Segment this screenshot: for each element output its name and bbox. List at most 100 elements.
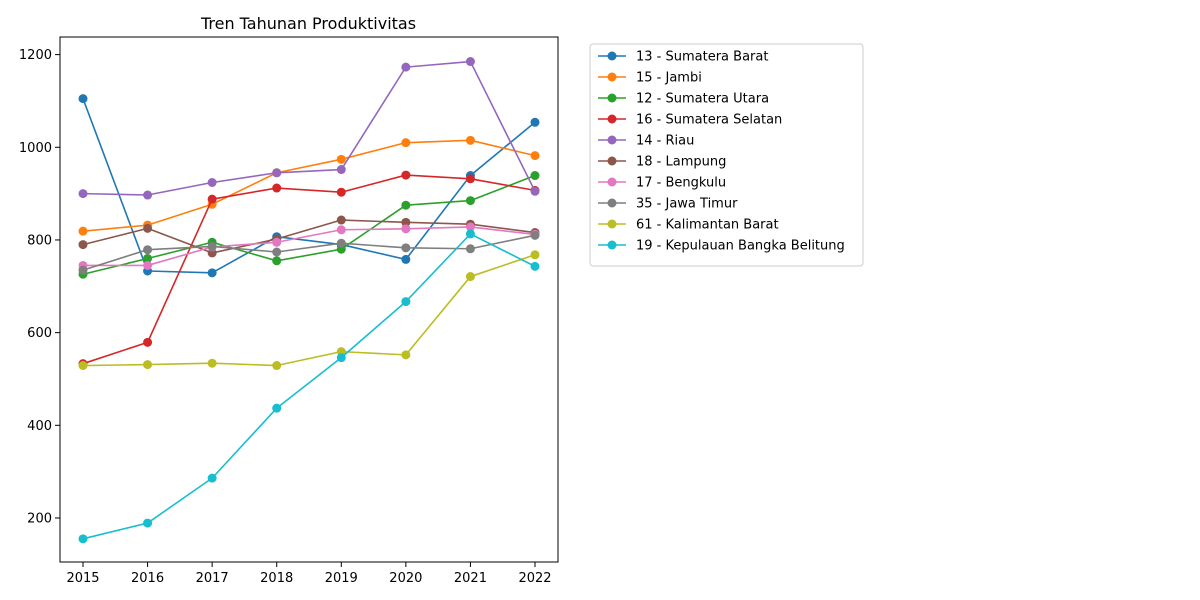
data-point	[207, 241, 217, 251]
series-line	[83, 226, 536, 267]
data-point	[530, 151, 540, 161]
legend-label: 12 - Sumatera Utara	[636, 92, 769, 107]
legend-item: 13 - Sumatera Barat	[598, 50, 768, 65]
data-point	[272, 361, 282, 371]
legend-item: 35 - Jawa Timur	[598, 197, 738, 212]
data-point	[272, 183, 282, 193]
x-tick-label: 2016	[131, 571, 164, 586]
data-point	[336, 225, 346, 235]
data-point	[78, 265, 88, 275]
data-point	[78, 94, 88, 104]
y-tick-label: 400	[27, 419, 52, 434]
data-point	[530, 171, 540, 181]
legend-label: 14 - Riau	[636, 134, 694, 149]
series-9	[78, 229, 540, 544]
data-point	[465, 57, 475, 67]
legend-item: 17 - Bengkulu	[598, 176, 726, 191]
data-point	[78, 240, 88, 250]
data-point	[336, 187, 346, 197]
legend-label: 19 - Kepulauan Bangka Belitung	[636, 239, 845, 254]
data-point	[207, 473, 217, 483]
legend-label: 17 - Bengkulu	[636, 176, 726, 191]
data-point	[207, 268, 217, 278]
legend-box	[589, 43, 864, 267]
data-point	[336, 238, 346, 248]
data-point	[465, 244, 475, 254]
legend-marker	[607, 219, 617, 229]
legend-item: 61 - Kalimantan Barat	[598, 218, 779, 233]
x-tick-label: 2015	[66, 571, 99, 586]
series-line	[82, 219, 536, 254]
data-point	[78, 361, 88, 371]
data-point	[530, 261, 540, 271]
legend-item: 19 - Kepulauan Bangka Belitung	[598, 239, 845, 254]
legend-marker	[607, 156, 617, 166]
legend-item: 16 - Sumatera Selatan	[598, 113, 782, 128]
legend: 13 - Sumatera Barat 15 - Jambi 12 - Sumate…	[589, 43, 864, 267]
data-point	[530, 117, 540, 127]
series-line	[82, 233, 536, 540]
legend-marker	[607, 240, 617, 250]
data-point	[143, 518, 153, 528]
series-line	[82, 174, 536, 276]
y-tick-label: 600	[27, 326, 52, 341]
data-point	[272, 237, 282, 247]
legend-label: 13 - Sumatera Barat	[636, 50, 768, 65]
legend-marker	[607, 114, 617, 124]
data-point	[143, 260, 153, 270]
series-line	[82, 234, 536, 271]
y-tick-label: 1000	[19, 141, 52, 156]
chart-title: Tren Tahunan Produktivitas	[200, 14, 416, 33]
legend-label: 18 - Lampung	[636, 155, 726, 170]
legend-marker	[607, 93, 617, 103]
series-line	[82, 98, 536, 274]
data-point	[272, 168, 282, 178]
data-point	[530, 230, 540, 240]
data-point	[465, 196, 475, 206]
data-point	[530, 250, 540, 260]
data-point	[143, 190, 153, 200]
legend-marker	[607, 135, 617, 145]
data-point	[401, 254, 411, 264]
x-tick-label: 2019	[325, 571, 358, 586]
plot-area: 2015 2016 2017 2018 2019 2020 2021 2022 200 400 60…	[19, 36, 559, 586]
legend-item: 14 - Riau	[598, 134, 694, 149]
data-point	[401, 62, 411, 72]
x-tick-label: 2020	[389, 571, 422, 586]
y-tick-label: 200	[27, 511, 52, 526]
series-line	[82, 60, 536, 196]
data-point	[401, 200, 411, 210]
legend-label: 61 - Kalimantan Barat	[636, 218, 779, 233]
data-point	[465, 272, 475, 282]
legend-marker	[607, 51, 617, 61]
data-point	[78, 534, 88, 544]
series-4	[78, 57, 540, 200]
axes-frame	[59, 36, 559, 563]
legend-label: 16 - Sumatera Selatan	[636, 113, 782, 128]
y-tick-label: 800	[27, 233, 52, 248]
legend-item: 12 - Sumatera Utara	[598, 92, 769, 107]
data-point	[272, 403, 282, 413]
data-point	[465, 174, 475, 184]
data-point	[272, 247, 282, 257]
data-point	[336, 215, 346, 225]
legend-item: 15 - Jambi	[598, 71, 702, 86]
data-point	[207, 194, 217, 204]
legend-marker	[607, 72, 617, 82]
data-point	[78, 189, 88, 199]
series-line	[82, 254, 536, 367]
data-point	[401, 224, 411, 234]
data-point	[336, 154, 346, 164]
data-point	[272, 256, 282, 266]
legend-label: 15 - Jambi	[636, 71, 702, 86]
legend-item: 18 - Lampung	[598, 155, 726, 170]
series-7	[78, 230, 540, 275]
x-tick-label: 2022	[518, 571, 551, 586]
data-point	[401, 243, 411, 253]
data-point	[78, 226, 88, 236]
data-point	[143, 337, 153, 347]
legend-marker	[607, 198, 617, 208]
data-point	[401, 170, 411, 180]
data-point	[336, 353, 346, 363]
